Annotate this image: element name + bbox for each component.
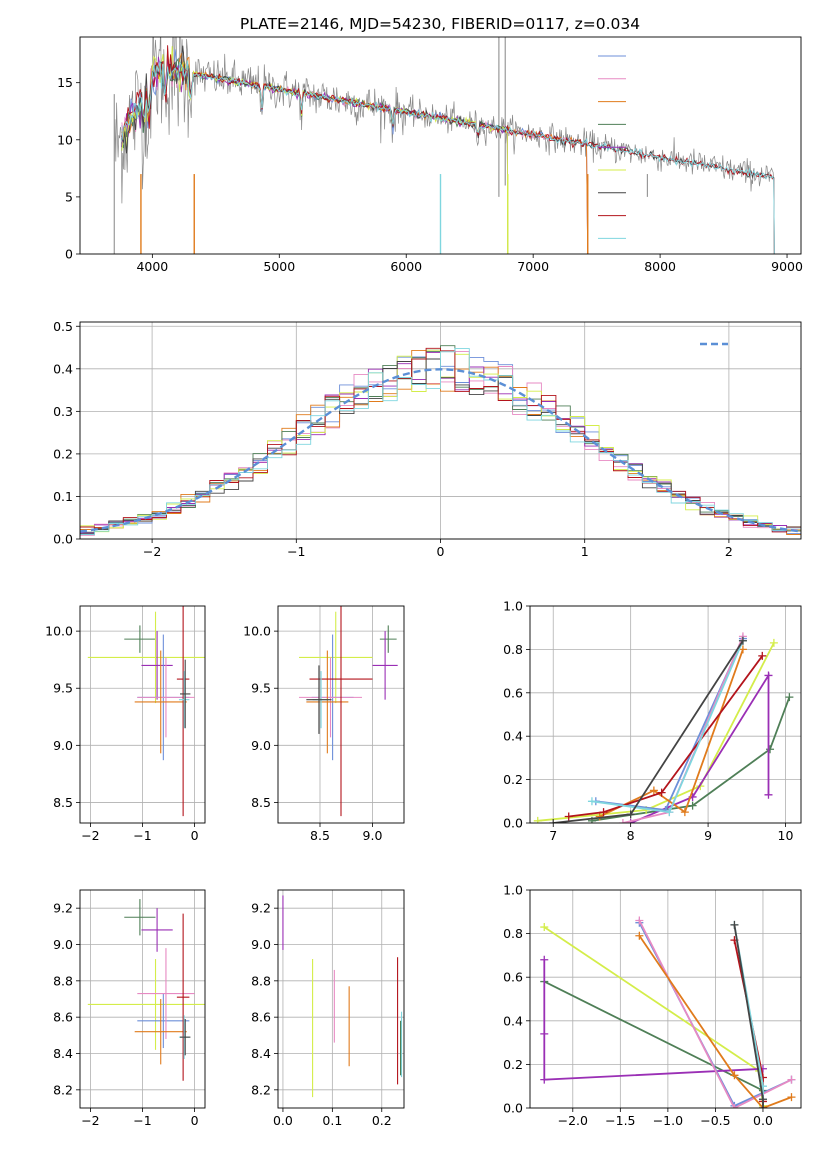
y-tick-label: 8.5	[53, 795, 73, 810]
y-tick-label: 1.0	[503, 883, 523, 898]
y-tick-label: 10	[57, 132, 73, 147]
y-tick-label: 8.2	[251, 1082, 271, 1097]
x-tick-label: 6000	[390, 259, 422, 274]
y-tick-label: 10.0	[45, 624, 73, 639]
x-tick-label: 0.0	[753, 1113, 773, 1128]
y-tick-label: 9.2	[53, 901, 73, 916]
y-tick-label: 8.4	[251, 1046, 271, 1061]
x-tick-label: 4000	[136, 259, 168, 274]
y-tick-label: 8.2	[53, 1082, 73, 1097]
x-tick-label: 0	[191, 828, 199, 843]
y-tick-label: 0.2	[503, 1057, 523, 1072]
x-tick-label: 2	[725, 544, 733, 559]
x-tick-label: 8	[627, 828, 635, 843]
y-tick-label: 0.0	[503, 1101, 523, 1116]
x-tick-label: 8.5	[310, 828, 330, 843]
y-tick-label: 0.2	[53, 446, 73, 461]
figure: PLATE=2146, MJD=54230, FIBERID=0117, z=0…	[0, 0, 819, 1170]
x-tick-label: 9	[704, 828, 712, 843]
x-tick-label: 9.0	[363, 828, 383, 843]
y-tick-label: 0	[65, 247, 73, 262]
y-tick-label: 0.1	[53, 489, 73, 504]
x-tick-label: −1	[133, 1113, 151, 1128]
y-tick-label: 10.0	[243, 624, 271, 639]
y-tick-label: 0.6	[503, 685, 523, 700]
y-tick-label: 9.0	[53, 937, 73, 952]
y-tick-label: 9.5	[251, 681, 271, 696]
x-tick-label: 7	[549, 828, 557, 843]
x-tick-label: 9000	[771, 259, 803, 274]
x-tick-label: −2.0	[558, 1113, 588, 1128]
y-tick-label: 0.3	[53, 404, 73, 419]
x-tick-label: −1	[133, 828, 151, 843]
x-tick-label: 0.0	[273, 1113, 293, 1128]
y-tick-label: 8.4	[53, 1046, 73, 1061]
x-tick-label: 0.1	[322, 1113, 342, 1128]
y-tick-label: 0.2	[503, 772, 523, 787]
y-tick-label: 15	[57, 75, 73, 90]
y-tick-label: 0.4	[503, 729, 523, 744]
y-tick-label: 8.8	[251, 973, 271, 988]
y-tick-label: 0.6	[503, 970, 523, 985]
y-tick-label: 8.6	[53, 1010, 73, 1025]
x-tick-label: −2	[143, 544, 161, 559]
y-tick-label: 5	[65, 189, 73, 204]
y-tick-label: 9.2	[251, 901, 271, 916]
y-tick-label: 8.5	[251, 795, 271, 810]
x-tick-label: −2	[81, 1113, 99, 1128]
x-tick-label: −1	[287, 544, 305, 559]
y-tick-label: 0.5	[53, 319, 73, 334]
y-tick-label: 8.6	[251, 1010, 271, 1025]
y-tick-label: 0.8	[503, 642, 523, 657]
x-tick-label: 0	[191, 1113, 199, 1128]
x-tick-label: −2	[81, 828, 99, 843]
x-tick-label: 7000	[517, 259, 549, 274]
x-tick-label: 1	[581, 544, 589, 559]
x-tick-label: −1.0	[653, 1113, 683, 1128]
x-tick-label: −1.5	[605, 1113, 635, 1128]
y-tick-label: 1.0	[503, 599, 523, 614]
x-tick-label: 0.2	[372, 1113, 392, 1128]
y-tick-label: 9.0	[53, 738, 73, 753]
y-tick-label: 9.0	[251, 738, 271, 753]
y-tick-label: 0.0	[53, 532, 73, 547]
figure-title: PLATE=2146, MJD=54230, FIBERID=0117, z=0…	[240, 15, 640, 33]
x-tick-label: 0	[437, 544, 445, 559]
x-tick-label: −0.5	[700, 1113, 730, 1128]
y-tick-label: 9.5	[53, 681, 73, 696]
y-tick-label: 0.0	[503, 816, 523, 831]
y-tick-label: 8.8	[53, 973, 73, 988]
x-tick-label: 10	[778, 828, 794, 843]
y-tick-label: 9.0	[251, 937, 271, 952]
y-tick-label: 0.4	[503, 1013, 523, 1028]
y-tick-label: 0.4	[53, 361, 73, 376]
x-tick-label: 8000	[644, 259, 676, 274]
x-tick-label: 5000	[263, 259, 295, 274]
y-tick-label: 0.8	[503, 926, 523, 941]
